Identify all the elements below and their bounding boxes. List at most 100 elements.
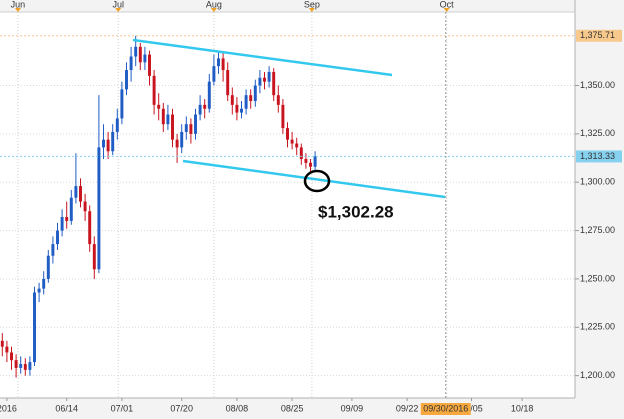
candle-body: [14, 360, 18, 368]
candle-body: [97, 147, 101, 270]
candle-body: [304, 159, 308, 163]
candle-body: [249, 95, 253, 101]
month-label: Jun: [11, 0, 26, 9]
candle-body: [161, 108, 165, 125]
candle-body: [217, 58, 220, 67]
last_marker-box: [576, 150, 622, 163]
candle-body: [33, 292, 36, 363]
candle-body: [226, 70, 230, 96]
candle-body: [115, 118, 119, 132]
month-label: Oct: [440, 0, 455, 9]
candle-body: [69, 197, 73, 221]
candle-body: [276, 95, 280, 105]
y-tick-label: 1,225.00: [580, 322, 615, 332]
x-tick-label: 2016: [0, 403, 17, 413]
channel-top: [132, 38, 393, 77]
candle-body: [92, 244, 96, 270]
y-tick-label: 1,250.00: [580, 273, 615, 283]
candle-body: [212, 66, 216, 82]
candle-body: [235, 104, 239, 113]
month-tick: [115, 8, 122, 12]
candle-body: [253, 85, 257, 101]
right-axis-band: [575, 0, 624, 419]
candle-body: [267, 71, 271, 82]
y-tick-label: 1,325.00: [580, 128, 615, 138]
month-tick: [443, 8, 450, 12]
candle-body: [23, 364, 27, 370]
candle-body: [272, 71, 276, 96]
candle-body: [184, 124, 188, 132]
candle-body: [157, 104, 161, 109]
top-axis-band: [0, 0, 575, 12]
candle-body: [88, 211, 92, 245]
candle-body: [175, 139, 179, 148]
candle-body: [28, 362, 32, 370]
candle-body: [138, 46, 142, 63]
candle-body: [198, 104, 202, 115]
candle-body: [129, 56, 133, 71]
x-tick-label: 09/09: [341, 403, 364, 413]
month-tick: [308, 8, 315, 12]
candle-body: [65, 217, 69, 221]
candle-body: [5, 346, 9, 353]
candle-body: [152, 75, 156, 105]
annotation: $1,302.28: [318, 202, 394, 221]
month-label: Jul: [112, 0, 124, 9]
x-tick-label: 08/25: [281, 403, 304, 413]
candle-body: [290, 139, 294, 144]
candle-body: [111, 131, 115, 152]
candle-body: [313, 156, 317, 167]
highlight-circle: [303, 169, 331, 193]
candle-body: [120, 89, 124, 119]
candle-body: [125, 70, 128, 90]
candle-body: [166, 114, 170, 125]
candle-body: [74, 186, 78, 198]
month-tick: [210, 8, 217, 12]
candle-body: [56, 230, 59, 245]
candle-body: [37, 288, 41, 293]
last_marker-label: 1,313.33: [580, 151, 615, 161]
candle-body: [180, 131, 184, 148]
high_marker-label: 1,375.71: [580, 30, 615, 40]
candle-body: [299, 147, 303, 160]
x-tick-label: 07/20: [170, 403, 193, 413]
x-tick-label: 10/05: [460, 403, 483, 413]
candle-body: [258, 77, 262, 86]
grid: [0, 12, 575, 398]
cursor-date-label: 09/30/2016: [423, 403, 468, 413]
y-tick-label: 1,300.00: [580, 177, 615, 187]
candle-body: [0, 340, 4, 347]
candle-body: [207, 81, 211, 109]
month-label: Aug: [206, 0, 222, 9]
candle-body: [171, 114, 174, 140]
candle-body: [10, 352, 13, 361]
candle-body: [203, 104, 207, 109]
cursor-date-box: [420, 403, 471, 415]
candle-body: [148, 54, 151, 76]
candle-body: [189, 124, 193, 134]
candle-body: [286, 128, 289, 140]
x-tick-label: 08/08: [226, 403, 249, 413]
y-tick-label: 1,200.00: [580, 370, 615, 380]
channel-bottom: [182, 159, 446, 199]
candle-body: [309, 162, 312, 167]
candle-body: [281, 104, 285, 129]
candle-body: [42, 278, 46, 289]
x-tick-label: 06/14: [55, 403, 78, 413]
candle-body: [60, 217, 64, 231]
x-tick-label: 07/01: [111, 403, 134, 413]
x-tick-label: 09/22: [396, 403, 419, 413]
month-tick: [14, 8, 21, 12]
candle-body: [51, 244, 55, 256]
candles: [0, 35, 317, 378]
candle-body: [79, 186, 82, 202]
candle-body: [102, 139, 105, 148]
y-tick-label: 1,275.00: [580, 225, 615, 235]
candle-body: [263, 77, 266, 82]
candle-body: [106, 139, 110, 152]
candle-body: [19, 364, 23, 368]
candle-body: [46, 255, 50, 279]
candle-body: [240, 108, 243, 113]
